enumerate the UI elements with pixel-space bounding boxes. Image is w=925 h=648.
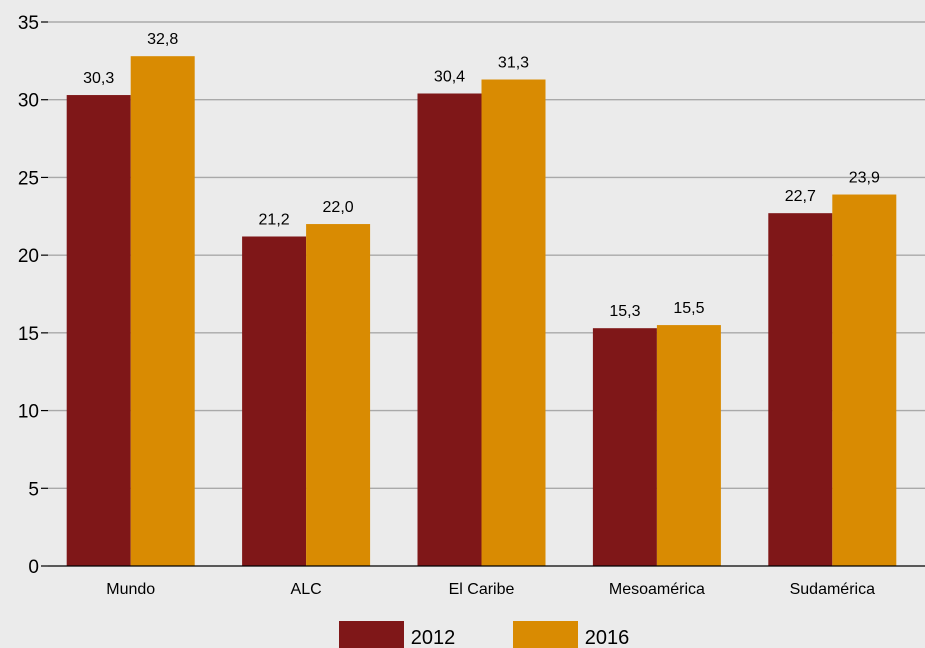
y-tick-label: 10 (18, 402, 39, 423)
legend-swatch-2016 (513, 621, 578, 648)
legend-label: 2016 (585, 627, 630, 648)
bar-2016 (481, 79, 546, 566)
x-category-label: Sudamérica (790, 581, 875, 598)
y-tick-label: 15 (18, 324, 39, 345)
bar-2016 (306, 224, 371, 567)
legend-label: 2012 (411, 627, 456, 648)
bar-2012 (592, 328, 657, 566)
y-tick-label: 20 (18, 246, 39, 267)
data-label: 22,0 (323, 199, 354, 216)
legend-swatch-2012 (339, 621, 404, 648)
data-label: 30,3 (83, 70, 114, 87)
data-label: 32,8 (147, 31, 178, 48)
y-tick-label: 30 (18, 91, 39, 112)
y-tick-label: 0 (28, 557, 39, 578)
y-tick-label: 5 (28, 479, 39, 500)
data-labels: 30,3 32,8 21,2 22,0 30,4 31,3 15,3 15,5 22,7 23,9 (83, 31, 880, 320)
bar-2016 (656, 325, 721, 566)
data-label: 15,3 (609, 303, 640, 320)
y-axis-ticks: 0 5 10 15 20 25 30 35 (18, 13, 48, 578)
x-axis-labels: Mundo ALC El Caribe Mesoamérica Sudamérica (106, 581, 875, 598)
data-label: 23,9 (849, 170, 880, 187)
data-label: 22,7 (785, 188, 816, 205)
x-category-label: ALC (291, 581, 322, 598)
data-label: 15,5 (673, 300, 704, 317)
x-category-label: Mesoamérica (609, 581, 705, 598)
y-tick-label: 35 (18, 13, 39, 34)
data-label: 30,4 (434, 68, 465, 85)
data-label: 31,3 (498, 55, 529, 72)
bars (66, 56, 897, 567)
bar-2016 (832, 194, 897, 567)
bar-2012 (242, 236, 307, 566)
data-label: 21,2 (259, 211, 290, 228)
bar-2012 (66, 95, 131, 567)
bar-2012 (417, 93, 482, 567)
x-category-label: Mundo (106, 581, 155, 598)
legend: 2012 2016 (339, 621, 629, 648)
bar-2012 (768, 213, 833, 567)
bar-2016 (130, 56, 195, 567)
y-tick-label: 25 (18, 168, 39, 189)
x-category-label: El Caribe (449, 581, 515, 598)
